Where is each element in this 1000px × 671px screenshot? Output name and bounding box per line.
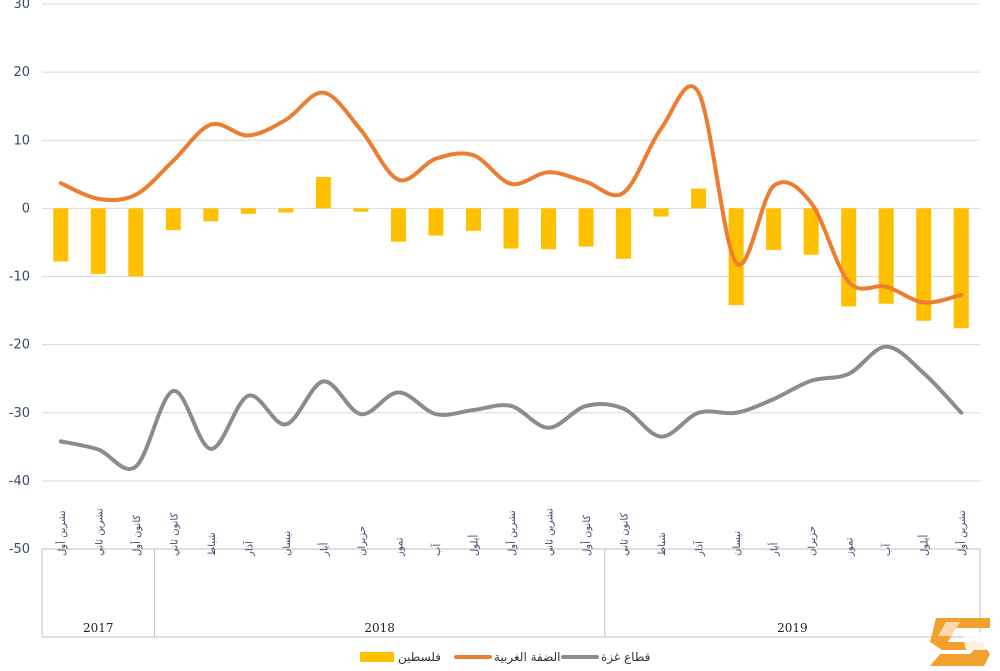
y-tick-label: -20	[9, 338, 30, 353]
x-tick-label: كانون ثاني	[620, 513, 631, 556]
x-tick-label: تشرين أول	[955, 510, 968, 556]
bar	[390, 208, 406, 242]
bar	[953, 208, 969, 329]
bar	[541, 208, 557, 250]
bar	[165, 208, 181, 231]
bar	[278, 208, 294, 213]
legend-label: الضفة الغربية	[494, 650, 561, 665]
bar	[803, 208, 819, 255]
gridlines	[42, 3, 980, 550]
x-tick-label: آذار	[242, 540, 255, 557]
gaza-line	[58, 344, 964, 471]
y-tick-label: 30	[13, 0, 30, 12]
bar	[728, 208, 744, 306]
x-tick-label: آذار	[693, 540, 706, 557]
x-tick-label: تشرين ثاني	[94, 508, 105, 556]
year-label: 2017	[83, 621, 114, 635]
bar	[90, 208, 106, 274]
y-tick-label: -50	[9, 542, 30, 557]
alpha-beta-logo-icon	[930, 618, 996, 666]
legend-label: فلسطين	[398, 650, 441, 665]
bar	[916, 208, 932, 321]
bar	[203, 208, 219, 222]
west-bank-line	[58, 84, 964, 305]
bar	[240, 208, 256, 214]
x-tick-label: أيار	[768, 542, 781, 557]
bar	[578, 208, 594, 247]
x-tick-label: نيسان	[732, 531, 743, 556]
x-axis: 2017 2018 2019 تشرين أول تشرين ثاني كانون أول…	[41, 508, 981, 638]
legend-swatch	[360, 652, 394, 662]
x-tick-label: حزيران	[807, 526, 818, 556]
y-axis: 30 20 10 0 -10 -20 -30 -40 -50	[9, 0, 30, 557]
y-tick-label: -40	[9, 474, 30, 489]
bar	[128, 208, 144, 277]
line-series	[58, 84, 964, 471]
year-label: 2018	[364, 621, 395, 635]
y-tick-label: 10	[13, 133, 30, 148]
bar	[653, 208, 669, 217]
legend-label: قطاع غزة	[601, 650, 650, 665]
bar	[766, 208, 782, 250]
x-tick-label: أيلول	[918, 534, 931, 556]
bar	[53, 208, 69, 262]
x-tick-label: نيسان	[282, 531, 293, 556]
y-tick-label: 20	[13, 65, 30, 80]
x-tick-label: تشرين أول	[55, 510, 68, 556]
y-tick-label: -10	[9, 270, 30, 285]
x-tick-label: أيلول	[467, 534, 480, 556]
x-tick-label: كانون أول	[580, 515, 593, 556]
bar	[616, 208, 632, 259]
year-label: 2019	[777, 621, 808, 635]
bar	[465, 208, 481, 231]
bar	[878, 208, 894, 304]
bar	[841, 208, 857, 307]
legend: فلسطين الضفة الغربية قطاع غزة	[360, 650, 650, 665]
x-tick-label: أيار	[317, 542, 330, 557]
bar	[353, 208, 369, 212]
bar-series	[53, 177, 969, 329]
x-tick-label: آب	[880, 543, 893, 556]
x-tick-label: تموز	[845, 537, 856, 557]
bar	[428, 208, 444, 236]
x-tick-label: آب	[430, 543, 443, 556]
x-tick-label: تشرين أول	[505, 510, 518, 556]
bar	[691, 188, 707, 209]
x-tick-label: تشرين ثاني	[545, 508, 556, 556]
x-tick-label: شباط	[657, 532, 668, 556]
bar	[315, 177, 331, 209]
x-tick-label: كانون ثاني	[169, 513, 180, 556]
y-tick-label: 0	[22, 201, 30, 216]
x-tick-label: تموز	[394, 537, 405, 557]
x-tick-label: شباط	[207, 532, 218, 556]
x-tick-label: حزيران	[357, 526, 368, 556]
y-tick-label: -30	[9, 406, 30, 421]
bar	[503, 208, 519, 249]
x-tick-label: كانون أول	[130, 515, 143, 556]
